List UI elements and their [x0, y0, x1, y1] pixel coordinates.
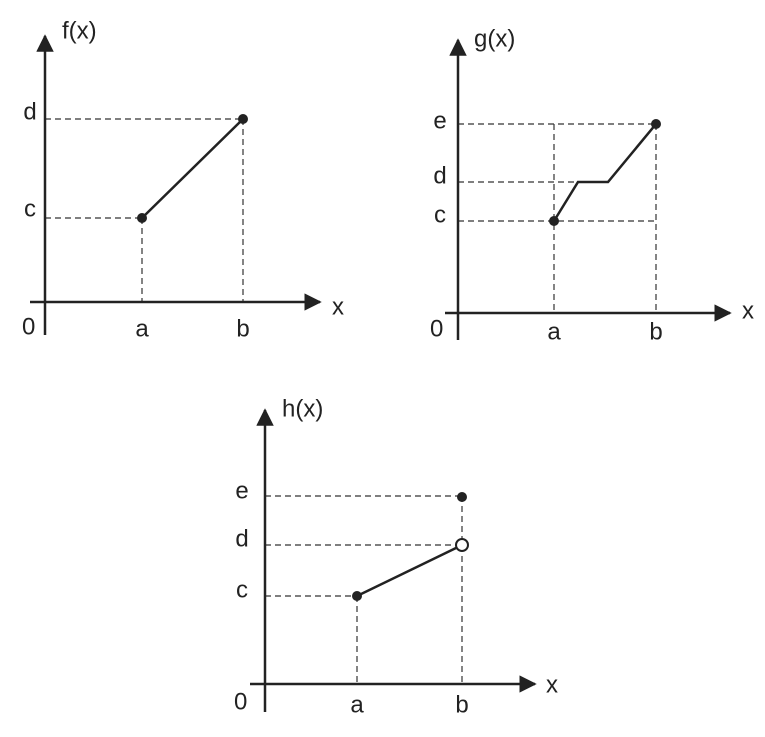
x-tick-label: a: [135, 315, 149, 342]
x-tick-label: a: [547, 318, 561, 345]
closed-point: [352, 591, 362, 601]
y-tick-label: c: [434, 201, 446, 228]
x-label: x: [332, 293, 344, 320]
y-tick-label: d: [433, 162, 446, 189]
closed-point: [238, 114, 248, 124]
y-tick-label: c: [24, 195, 36, 222]
graph-g: g(x) x 0 a b c d e: [430, 25, 754, 345]
x-tick-label: b: [236, 315, 249, 342]
origin-label: 0: [234, 688, 247, 715]
y-tick-label: d: [235, 525, 248, 552]
y-label: f(x): [62, 17, 97, 44]
origin-label: 0: [22, 313, 35, 340]
origin-label: 0: [430, 315, 443, 342]
closed-point: [137, 213, 147, 223]
x-tick-label: a: [350, 691, 364, 718]
graph-h: h(x) x 0 a b c d e: [234, 395, 558, 718]
y-tick-label: d: [23, 98, 36, 125]
closed-point: [651, 119, 661, 129]
curve: [552, 123, 657, 222]
curve: [356, 546, 457, 598]
y-tick-label: c: [236, 576, 248, 603]
y-tick-label: e: [433, 107, 446, 134]
closed-point: [549, 216, 559, 226]
y-tick-label: e: [235, 477, 248, 504]
x-tick-label: b: [649, 318, 662, 345]
x-label: x: [546, 671, 558, 698]
x-tick-label: b: [455, 691, 468, 718]
x-label: x: [742, 297, 754, 324]
y-label: h(x): [282, 395, 323, 422]
curve: [141, 118, 244, 219]
graph-f: f(x) x 0 a b c d: [22, 17, 344, 342]
y-label: g(x): [474, 25, 515, 52]
closed-point: [457, 492, 467, 502]
open-point: [455, 538, 469, 552]
